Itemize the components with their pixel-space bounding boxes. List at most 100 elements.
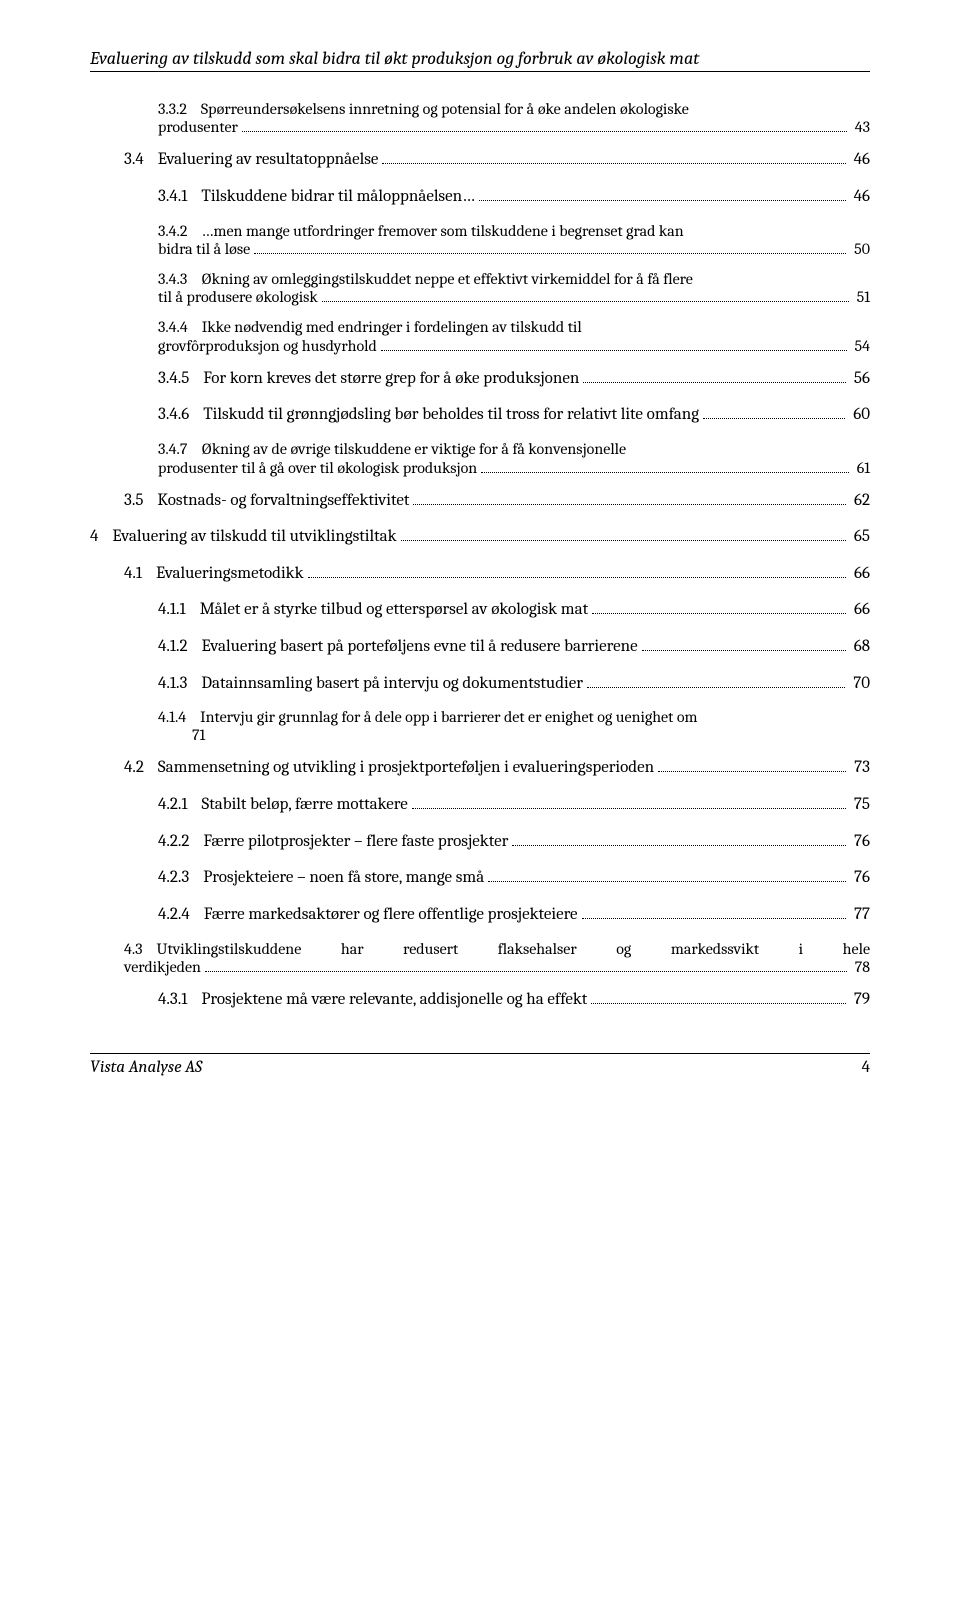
toc-leader-dots: [412, 794, 846, 809]
toc-page-number: 78: [851, 958, 870, 976]
toc-entry: 4.3Utviklingstilskuddene har redusert fl…: [90, 940, 870, 976]
toc-leader-dots: [591, 989, 846, 1004]
toc-leader-dots: [642, 636, 846, 651]
toc-leader-dots: [703, 404, 845, 419]
toc-page-number: 51: [853, 288, 870, 306]
toc-entry: 3.3.2Spørreundersøkelsens innretning og …: [90, 100, 870, 136]
toc-text: Spørreundersøkelsens innretning og poten…: [201, 100, 689, 118]
toc-leader-dots: [322, 288, 849, 302]
toc-number: 4.2.3: [158, 866, 203, 891]
document-page: Evaluering av tilskudd som skal bidra ti…: [0, 0, 960, 1107]
toc-text: Sammensetning og utvikling i prosjektpor…: [158, 756, 654, 781]
toc-leader-dots: [587, 672, 845, 687]
table-of-contents: 3.3.2Spørreundersøkelsens innretning og …: [90, 100, 870, 1013]
toc-text: Intervju gir grunnlag for å dele opp i b…: [200, 708, 697, 726]
toc-entry: 4.3.1Prosjektene må være relevante, addi…: [90, 988, 870, 1013]
toc-number: 4.1.3: [158, 672, 201, 697]
footer-publisher: Vista Analyse AS: [90, 1058, 202, 1077]
toc-leader-dots: [254, 240, 846, 254]
toc-number: 3.3.2: [158, 100, 201, 118]
toc-page-number: 65: [850, 525, 870, 550]
toc-text-wrap: grovfôrproduksjon og husdyrhold: [158, 337, 377, 355]
toc-entry: 4.2.2Færre pilotprosjekter – flere faste…: [90, 830, 870, 855]
toc-number: 4.2.1: [158, 793, 202, 818]
toc-number: 3.4.1: [158, 185, 201, 210]
toc-text: Målet er å styrke tilbud og etterspørsel…: [200, 598, 588, 623]
toc-page-number: 56: [850, 367, 870, 392]
toc-text: Prosjekteiere – noen få store, mange små: [203, 866, 484, 891]
page-header-title: Evaluering av tilskudd som skal bidra ti…: [90, 48, 870, 72]
toc-text: Evaluering basert på porteføljens evne t…: [202, 635, 638, 660]
toc-leader-dots: [401, 526, 846, 541]
toc-number: 3.4.7: [158, 440, 201, 458]
toc-page-number: 54: [851, 337, 870, 355]
toc-number: 4.1.1: [158, 598, 200, 623]
toc-text: Økning av omleggingstilskuddet neppe et …: [201, 270, 693, 288]
toc-text: Kostnads- og forvaltningseffektivitet: [157, 489, 409, 514]
toc-entry: 3.4.4Ikke nødvendig med endringer i ford…: [90, 318, 870, 354]
toc-number: 4.2.2: [158, 830, 203, 855]
toc-entry: 4.2.3Prosjekteiere – noen få store, mang…: [90, 866, 870, 891]
toc-number: 3.4.3: [158, 270, 201, 288]
toc-text: For korn kreves det større grep for å øk…: [203, 367, 579, 392]
toc-entry: 3.4.2…men mange utfordringer fremover so…: [90, 222, 870, 258]
toc-entry: 4.1.2Evaluering basert på porteføljens e…: [90, 635, 870, 660]
toc-text: Evalueringsmetodikk: [156, 562, 304, 587]
toc-text: Evaluering av resultatoppnåelse: [158, 148, 379, 173]
toc-leader-dots: [382, 149, 845, 164]
toc-leader-dots: [242, 118, 847, 132]
toc-leader-dots: [592, 599, 846, 614]
toc-entry: 3.4.1Tilskuddene bidrar til måloppnåelse…: [90, 185, 870, 210]
toc-page-number: 61: [853, 459, 870, 477]
toc-leader-dots: [582, 904, 846, 919]
toc-leader-dots: [583, 368, 846, 383]
toc-text-wrap: verdikjeden: [124, 958, 201, 976]
toc-page-number: 66: [850, 562, 870, 587]
toc-leader-dots: [381, 336, 847, 350]
toc-number: 3.4.6: [158, 403, 203, 428]
toc-text: Færre markedsaktører og flere offentlige…: [204, 903, 578, 928]
toc-leader-dots: [658, 757, 846, 772]
toc-leader-dots: [308, 563, 846, 578]
toc-text: Tilskudd til grønngjødsling bør beholdes…: [203, 403, 699, 428]
toc-page-number: 68: [850, 635, 870, 660]
toc-entry: 3.4.5For korn kreves det større grep for…: [90, 367, 870, 392]
toc-entry: 4.2Sammensetning og utvikling i prosjekt…: [90, 756, 870, 781]
toc-entry: 3.5Kostnads- og forvaltningseffektivitet…: [90, 489, 870, 514]
toc-leader-dots: [481, 458, 848, 472]
toc-entry: 3.4.6Tilskudd til grønngjødsling bør beh…: [90, 403, 870, 428]
toc-text: Datainnsamling basert på intervju og dok…: [201, 672, 583, 697]
toc-entry: 3.4Evaluering av resultatoppnåelse 46: [90, 148, 870, 173]
toc-number: 3.4: [124, 148, 158, 173]
toc-page-number: 62: [850, 489, 870, 514]
toc-text-wrap: produsenter til å gå over til økologisk …: [158, 459, 477, 477]
toc-entry: 4Evaluering av tilskudd til utviklingsti…: [90, 525, 870, 550]
toc-text-wrap: 71: [192, 726, 205, 744]
toc-leader-dots: [413, 489, 846, 504]
toc-number: 3.5: [124, 489, 157, 514]
toc-text-wrap: til å produsere økologisk: [158, 288, 318, 306]
toc-text: Økning av de øvrige tilskuddene er vikti…: [201, 440, 626, 458]
toc-page-number: 73: [850, 756, 870, 781]
toc-number: 3.4.4: [158, 318, 202, 336]
toc-text: Færre pilotprosjekter – flere faste pros…: [203, 830, 508, 855]
toc-leader-dots: [512, 830, 846, 845]
toc-number: 4.2: [124, 756, 158, 781]
toc-text-wrap: bidra til å løse: [158, 240, 250, 258]
toc-page-number: 77: [850, 903, 870, 928]
toc-number: 4.1: [124, 562, 156, 587]
toc-entry: 4.1Evalueringsmetodikk 66: [90, 562, 870, 587]
toc-page-number: 79: [850, 988, 870, 1013]
toc-text: Stabilt beløp, færre mottakere: [202, 793, 408, 818]
toc-number: 4.1.2: [158, 635, 202, 660]
toc-entry: 3.4.3Økning av omleggingstilskuddet nepp…: [90, 270, 870, 306]
toc-page-number: 75: [850, 793, 870, 818]
toc-number: 4.1.4: [158, 708, 200, 726]
toc-page-number: 76: [850, 866, 870, 891]
toc-leader-dots: [488, 867, 846, 882]
toc-text: …men mange utfordringer fremover som til…: [201, 222, 683, 240]
toc-entry: 4.1.4Intervju gir grunnlag for å dele op…: [90, 708, 870, 744]
toc-number: 4.2.4: [158, 903, 204, 928]
toc-entry: 4.2.4Færre markedsaktører og flere offen…: [90, 903, 870, 928]
toc-page-number: 46: [850, 148, 870, 173]
